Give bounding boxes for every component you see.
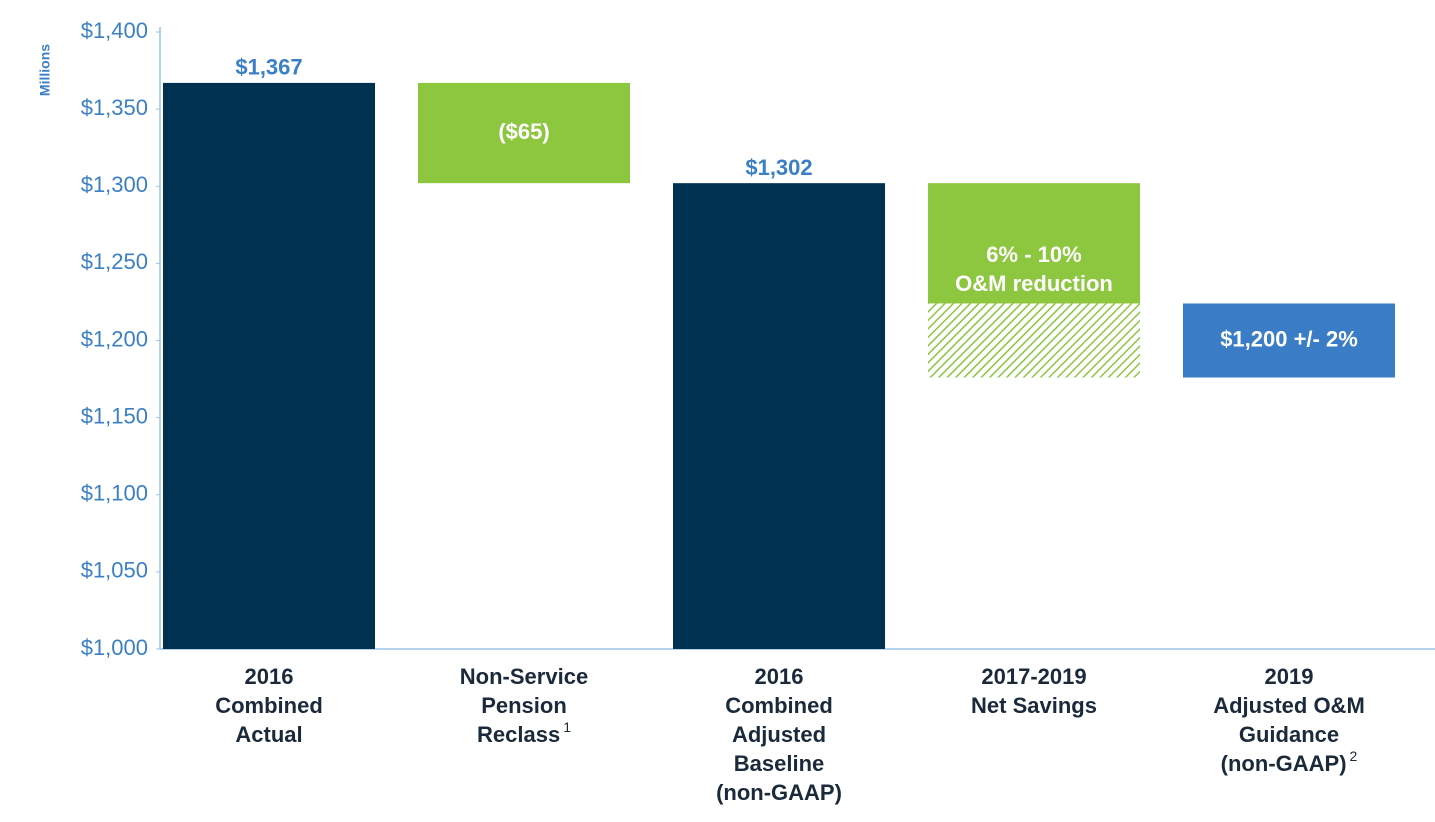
footnote-marker: 1 (563, 719, 571, 735)
x-tick-label-line: Pension (481, 693, 567, 718)
x-tick-label-line: Actual (235, 722, 302, 747)
x-tick-label-line: Adjusted O&M (1213, 693, 1365, 718)
x-tick-label-line: Combined (215, 693, 323, 718)
x-tick-label: 2019 Adjusted O&M Guidance (non-GAAP) 2 (1213, 664, 1365, 776)
annotation: O&M reduction (955, 271, 1113, 296)
value-label: $1,367 (235, 55, 302, 80)
x-tick-label: 2017-2019 Net Savings (971, 664, 1097, 718)
range-bar (928, 303, 1140, 378)
x-tick-label-line: (non-GAAP) (716, 780, 842, 805)
x-tick-label-line: 2017-2019 (981, 664, 1086, 689)
x-tick-label-line: Non-Service (460, 664, 588, 689)
x-tick-label: 2016 Combined Actual (215, 664, 323, 747)
value-label: ($65) (498, 119, 549, 144)
y-tick-label: $1,400 (81, 18, 148, 43)
footnote-marker: 2 (1350, 748, 1358, 764)
x-tick-label-line: Net Savings (971, 693, 1097, 718)
x-tick-label-line: 2016 (755, 664, 804, 689)
x-tick-label: Non-Service Pension Reclass 1 (460, 664, 588, 747)
y-tick-label: $1,000 (81, 635, 148, 660)
x-tick-label: 2016 Combined Adjusted Baseline (non-GAAP) (716, 664, 842, 805)
y-tick-label: $1,150 (81, 403, 148, 428)
y-tick-label: $1,300 (81, 172, 148, 197)
x-tick-label-line: Combined (725, 693, 833, 718)
range-bar (1183, 303, 1395, 378)
y-tick-label: $1,050 (81, 558, 148, 583)
y-tick-label: $1,100 (81, 481, 148, 506)
annotation: $1,200 +/- 2% (1220, 326, 1358, 351)
x-tick-label-line: Guidance (1239, 722, 1339, 747)
x-tick-label-line: Baseline (734, 751, 825, 776)
x-tick-label-line: 2016 (245, 664, 294, 689)
y-tick-label: $1,350 (81, 95, 148, 120)
x-tick-label-line: Reclass (477, 722, 560, 747)
annotation: 6% - 10% (986, 242, 1081, 267)
y-axis-label: Millions (37, 44, 53, 96)
total-bar (163, 82, 375, 650)
delta-bar (928, 183, 1140, 304)
y-tick-label: $1,200 (81, 326, 148, 351)
x-tick-label-line: (non-GAAP) (1221, 751, 1347, 776)
delta-bar (418, 82, 630, 184)
x-tick-label-line: 2019 (1265, 664, 1314, 689)
value-label: $1,302 (745, 155, 812, 180)
total-bar (673, 183, 885, 650)
x-tick-label-line: Adjusted (732, 722, 826, 747)
y-tick-label: $1,250 (81, 249, 148, 274)
